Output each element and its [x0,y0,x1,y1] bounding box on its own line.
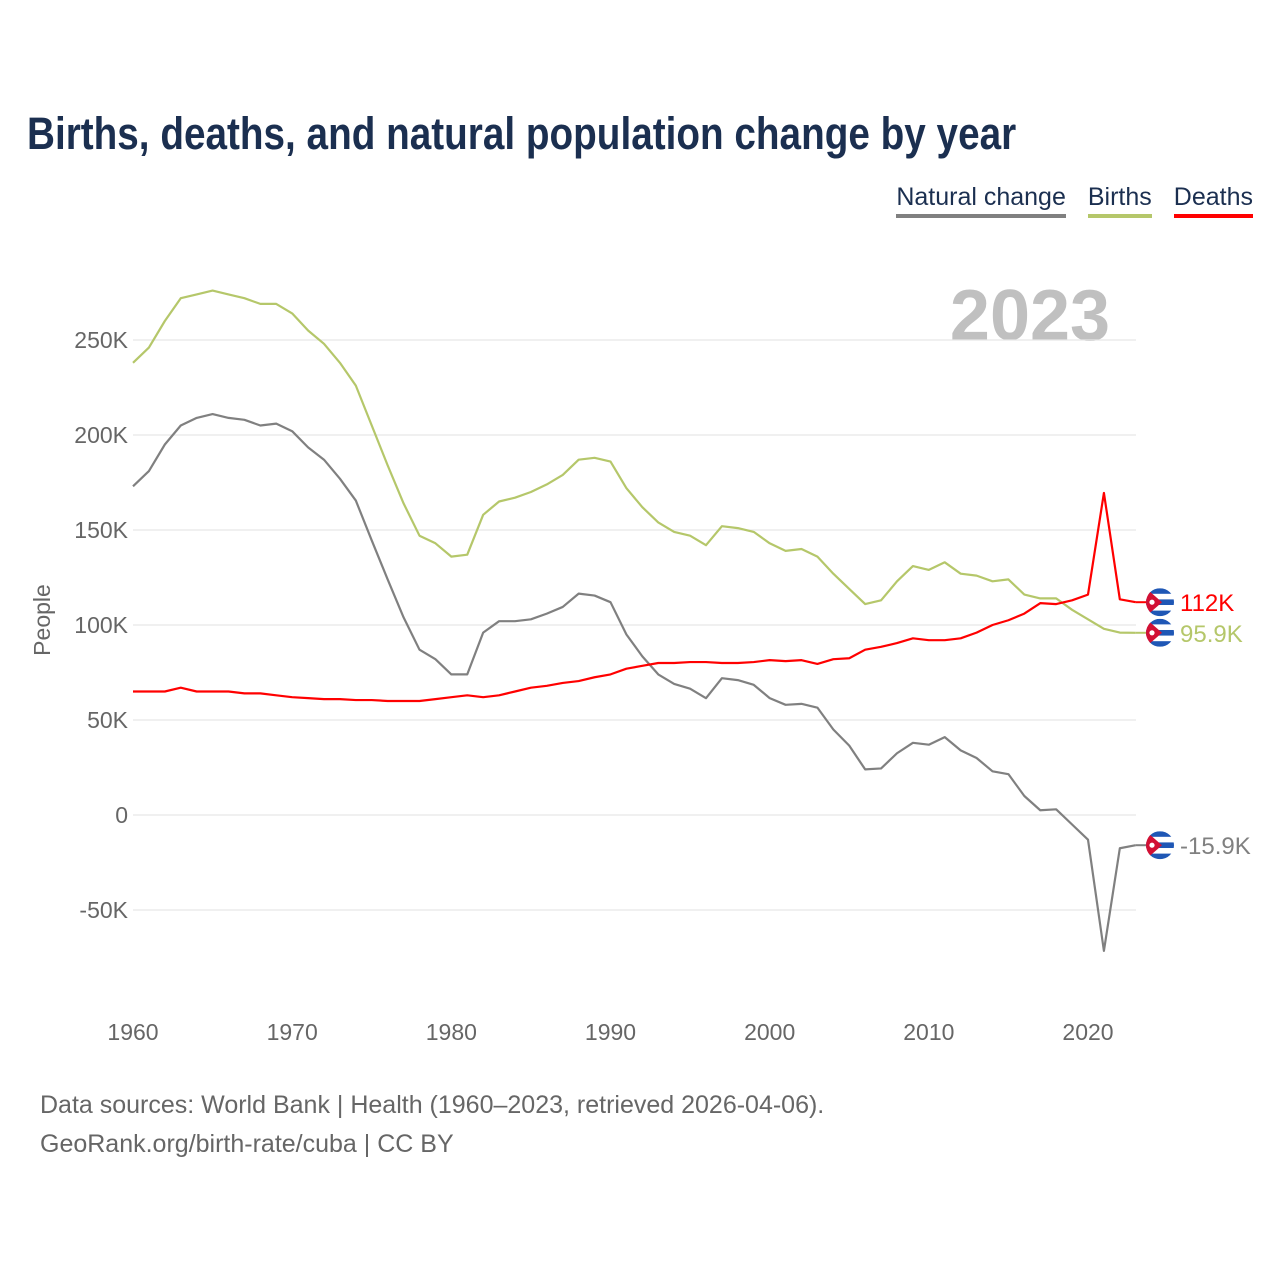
end-value-label: -15.9K [1180,833,1251,860]
chart-title: Births, deaths, and natural population c… [27,108,1017,159]
y-tick-label: 0 [115,802,128,828]
legend-deaths[interactable]: Deaths [1173,183,1253,218]
series-line-deaths [133,491,1136,703]
source-line-1: Data sources: World Bank | Health (1960–… [40,1091,825,1119]
y-tick-label: 200K [74,422,128,448]
cuba-flag-icon [1146,618,1174,647]
end-value-label: 112K [1180,590,1234,617]
x-tick-label: 1980 [426,1019,477,1045]
legend-natural-change[interactable]: Natural change [896,183,1066,218]
source-line-2[interactable]: GeoRank.org/birth-rate/cuba | CC BY [40,1130,454,1158]
x-tick-label: 2020 [1062,1019,1113,1045]
end-value-label: 95.9K [1180,621,1243,648]
x-tick-label: 1970 [267,1019,318,1045]
series-line-natural-change [132,413,1136,952]
legend: Natural change Births Deaths [896,183,1253,218]
series-line-births [132,289,1136,634]
x-tick-label: 1990 [585,1019,636,1045]
x-tick-label: 2010 [903,1019,954,1045]
y-axis-label: People [29,584,55,656]
y-tick-label: 100K [74,612,128,638]
legend-births[interactable]: Births [1087,183,1152,218]
source-note: Data sources: World Bank | Health (1960–… [40,1086,824,1164]
x-tick-label: 2000 [744,1019,795,1045]
cuba-flag-icon [1146,831,1174,860]
y-tick-label: -50K [79,897,128,923]
x-tick-label: 1960 [107,1019,158,1045]
year-label: 2023 [950,276,1110,356]
y-tick-label: 150K [74,517,128,543]
cuba-flag-icon [1146,588,1174,617]
y-tick-label: 50K [87,707,129,733]
y-tick-label: 250K [74,327,128,353]
